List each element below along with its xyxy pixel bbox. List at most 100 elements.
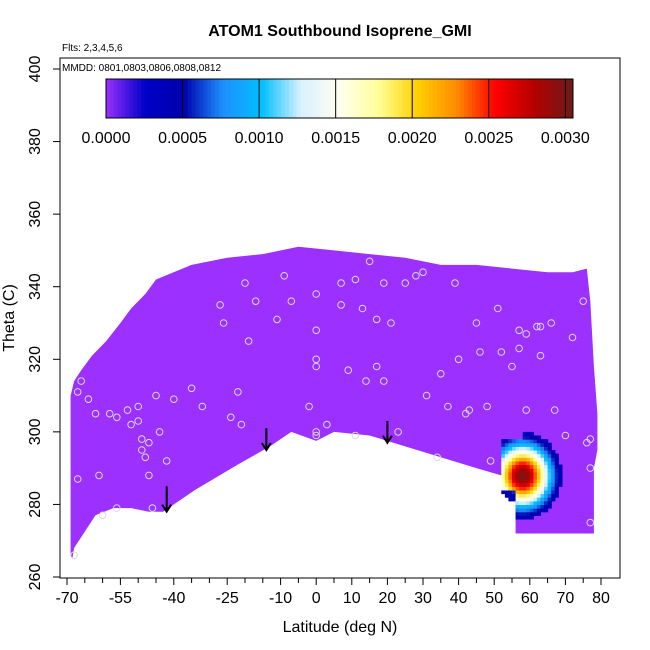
sample-point [387, 319, 395, 327]
plume-cell [536, 489, 542, 495]
plume-cell [515, 460, 520, 466]
plume-cell [533, 442, 538, 447]
plume-cell [512, 497, 517, 502]
sample-point [70, 551, 78, 560]
sample-point [365, 257, 374, 266]
plume-cell [522, 511, 527, 516]
plume-cell [540, 482, 545, 487]
sample-point [579, 297, 588, 306]
colorbar-cell [534, 79, 539, 118]
plume-cell [558, 471, 563, 476]
plume-cell [540, 508, 545, 513]
sample-point [145, 471, 153, 480]
colorbar-cell [269, 79, 274, 118]
plume-cell [519, 493, 524, 498]
sample-point [351, 275, 360, 284]
plume-cell [526, 511, 531, 516]
colorbar-cell [230, 79, 235, 118]
plume-cell [501, 489, 506, 495]
flight-arrow-head [161, 504, 173, 514]
plume-cell [544, 453, 549, 458]
sample-point [105, 409, 114, 418]
plume-cell [547, 450, 552, 455]
colorbar-cell [199, 79, 204, 118]
sample-point [362, 377, 370, 385]
colorbar-cell [475, 79, 481, 118]
sample-point [91, 409, 100, 418]
sample-point [162, 457, 171, 465]
plume-cell [522, 486, 527, 491]
sample-point [251, 297, 260, 306]
plume-cell [504, 457, 510, 462]
sample-point [312, 362, 321, 371]
colorbar-cell [296, 79, 302, 118]
plume-cell [522, 504, 527, 509]
sample-point [394, 428, 402, 436]
plume-cell [526, 482, 531, 487]
colorbar-cell [425, 79, 430, 118]
flight-arrow-head [261, 442, 272, 452]
plume-cell [547, 482, 552, 487]
colorbar-cell [183, 79, 189, 118]
plume-cell [519, 457, 524, 462]
colorbar-cell [358, 79, 364, 118]
plume-cell [547, 453, 552, 458]
sample-point [568, 333, 577, 342]
plume-cell [551, 479, 556, 484]
plume-cell [540, 493, 545, 498]
plume-cell [529, 439, 534, 444]
plume-cell [554, 486, 559, 491]
plume-cell [529, 446, 534, 451]
sample-point [134, 402, 142, 411]
plume-cell [544, 486, 549, 491]
colorbar-tick-label: 0.0005 [158, 130, 207, 147]
sample-point [483, 402, 491, 411]
plume-cell [504, 479, 510, 484]
plume-cell [540, 479, 545, 484]
plume-cell [558, 475, 563, 480]
plume-cell [544, 450, 549, 455]
colorbar-cell [460, 79, 465, 118]
plume-cell [533, 504, 538, 509]
sample-point [244, 337, 253, 345]
plume-cell [519, 464, 524, 469]
plume-cell [529, 489, 534, 495]
colorbar-cell [553, 79, 558, 118]
plume-cell [536, 457, 542, 462]
colorbar-cell [549, 79, 555, 118]
plume-cell [526, 515, 531, 520]
plume-cell [504, 489, 510, 495]
sample-point [73, 388, 82, 396]
plume-cell [515, 515, 520, 520]
colorbar-cell [491, 79, 496, 118]
y-tick-label: 320 [27, 346, 44, 373]
plume-cell [515, 500, 520, 505]
x-tick-label: -40 [162, 590, 185, 607]
plume-cell [519, 508, 524, 513]
colorbar-cell [355, 79, 360, 118]
plume-cell [547, 475, 552, 480]
plume-cell [519, 504, 524, 509]
colorbar-cell [327, 79, 333, 118]
plume-cell [501, 439, 506, 444]
x-tick-label: 10 [343, 590, 361, 607]
plume-cell [526, 479, 531, 484]
colorbar-cell [374, 79, 379, 118]
colorbar-cell [148, 79, 154, 118]
plume-cell [526, 439, 531, 444]
plume-cell [504, 493, 510, 498]
colorbar-cell [440, 79, 446, 118]
plume-cell [554, 468, 559, 473]
plume-cell [529, 475, 534, 480]
x-tick-label: -70 [55, 590, 78, 607]
plume-cell [519, 475, 524, 480]
plume-cell [522, 508, 527, 513]
plume-cell [526, 464, 531, 469]
plume-cell [522, 475, 527, 480]
plume-cell [529, 435, 534, 440]
plume-cell [554, 475, 559, 480]
plume-cell [540, 475, 545, 480]
plume-cell [533, 493, 538, 498]
plume-cell [551, 475, 556, 480]
sample-point [198, 402, 207, 411]
